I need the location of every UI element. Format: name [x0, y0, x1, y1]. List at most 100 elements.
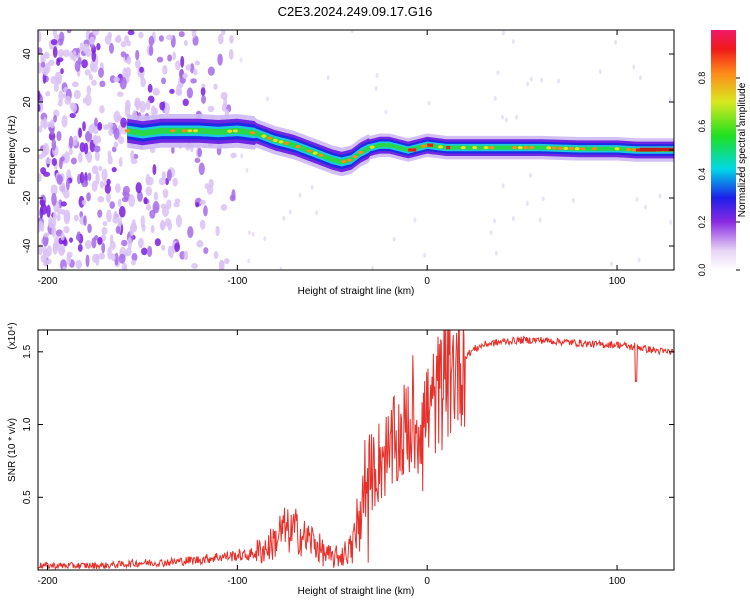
- noise-speck: [375, 73, 379, 79]
- noise-speck: [78, 152, 83, 163]
- colorbar-tick-label: 0.8: [697, 72, 707, 85]
- x-tick-label: 100: [609, 576, 626, 587]
- noise-speck: [99, 180, 105, 189]
- noise-speck: [40, 53, 46, 64]
- y-tick-label: 40: [22, 48, 33, 60]
- ridge-peak: [512, 146, 518, 150]
- y-tick-label: 0.5: [22, 490, 33, 504]
- noise-speck: [215, 225, 220, 237]
- ridge-peak: [574, 147, 580, 151]
- noise-speck: [104, 183, 111, 194]
- noise-speck: [229, 194, 236, 202]
- noise-speck: [108, 128, 114, 136]
- noise-speck: [107, 246, 112, 260]
- noise-speck: [156, 56, 164, 63]
- noise-speck: [556, 78, 560, 84]
- snr-y-label: SNR (10 * v/v): [7, 418, 18, 482]
- ridge-peak: [591, 147, 597, 151]
- ridge-peak: [170, 129, 176, 133]
- snr-x-label: Height of straight line (km): [298, 586, 415, 597]
- noise-speck: [47, 258, 52, 265]
- noise-speck: [106, 178, 111, 186]
- noise-speck: [494, 250, 498, 256]
- noise-speck: [70, 157, 77, 165]
- noise-speck: [638, 75, 642, 81]
- ridge-peak: [295, 145, 301, 149]
- ridge-peak: [352, 155, 358, 159]
- noise-speck: [96, 42, 101, 51]
- noise-speck: [141, 224, 146, 232]
- ridge-peak: [232, 129, 238, 133]
- ridge-peak-strong: [408, 148, 417, 152]
- ridge-peak: [563, 146, 569, 150]
- noise-speck: [69, 237, 73, 243]
- ridge-peak: [517, 146, 523, 150]
- noise-speck: [174, 242, 180, 253]
- noise-speck: [190, 78, 197, 84]
- ridge-peak: [261, 134, 267, 138]
- noise-speck: [58, 90, 64, 103]
- noise-speck: [182, 98, 189, 107]
- noise-speck: [48, 59, 55, 67]
- noise-speck: [668, 97, 672, 103]
- noise-speck: [203, 247, 209, 255]
- noise-speck: [106, 209, 112, 223]
- noise-speck: [102, 220, 108, 227]
- noise-speck: [108, 42, 114, 54]
- noise-speck: [247, 258, 251, 264]
- noise-speck: [161, 244, 166, 251]
- ridge-peak: [437, 145, 443, 149]
- noise-speck: [571, 198, 575, 204]
- noise-speck: [175, 60, 181, 71]
- noise-speck: [38, 244, 43, 256]
- noise-speck: [62, 266, 67, 270]
- noise-speck: [107, 31, 113, 39]
- noise-speck: [49, 217, 57, 229]
- noise-speck: [135, 59, 141, 69]
- ridge-peak: [631, 148, 637, 152]
- noise-speck: [48, 132, 56, 141]
- noise-speck: [97, 209, 103, 218]
- y-tick-label: -40: [22, 238, 33, 253]
- noise-speck: [526, 81, 530, 87]
- noise-speck: [500, 114, 504, 120]
- y-tick-label: 0: [22, 147, 33, 153]
- x-tick-label: -100: [227, 276, 247, 287]
- noise-speck: [279, 266, 283, 270]
- noise-speck: [40, 119, 46, 128]
- ridge-peak: [614, 147, 620, 151]
- noise-speck: [207, 66, 215, 76]
- noise-speck: [610, 261, 614, 267]
- noise-speck: [172, 177, 178, 187]
- noise-speck: [43, 232, 50, 238]
- ridge-peak: [358, 150, 364, 154]
- noise-speck: [150, 105, 156, 117]
- noise-speck: [95, 171, 100, 185]
- noise-speck: [113, 76, 120, 83]
- noise-speck: [194, 157, 201, 163]
- noise-speck: [69, 102, 76, 110]
- ridge-peak: [306, 149, 312, 153]
- snr-series-layer: [38, 330, 674, 570]
- noise-speck: [87, 172, 92, 182]
- snr-plot-area: [38, 330, 674, 570]
- noise-speck: [413, 217, 417, 223]
- noise-speck: [203, 205, 208, 217]
- noise-speck: [117, 198, 122, 208]
- noise-speck: [94, 151, 100, 162]
- noise-speck: [540, 77, 544, 83]
- noise-speck: [197, 147, 203, 158]
- noise-speck: [64, 95, 72, 105]
- noise-speck: [117, 217, 123, 227]
- noise-speck: [140, 77, 147, 88]
- noise-speck: [180, 55, 185, 68]
- noise-speck: [614, 39, 618, 45]
- noise-speck: [60, 201, 67, 207]
- noise-speck: [187, 226, 194, 238]
- noise-speck: [515, 114, 519, 120]
- noise-speck: [127, 236, 132, 250]
- noise-speck: [137, 190, 143, 202]
- noise-speck: [169, 88, 175, 94]
- noise-speck: [176, 83, 182, 96]
- noise-speck: [38, 30, 42, 43]
